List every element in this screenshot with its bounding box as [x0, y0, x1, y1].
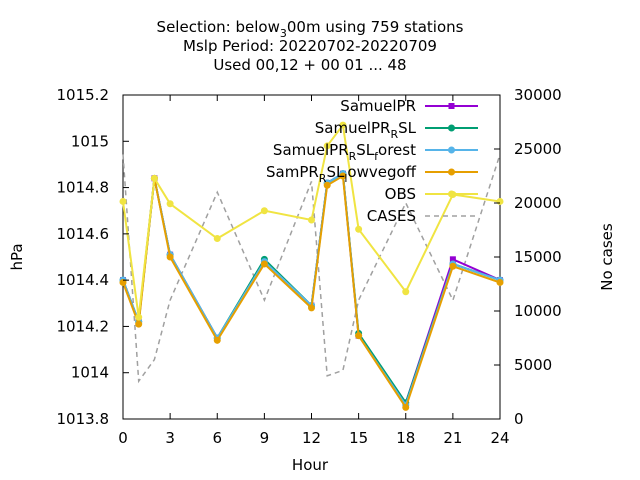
y-tick-label: 1015.2 [57, 86, 110, 104]
y-tick-label: 1014.4 [57, 271, 110, 289]
legend-label-part: SamuelPR [273, 141, 349, 159]
data-point-obs [150, 174, 158, 182]
x-axis-label: Hour [292, 456, 329, 474]
x-tick-label: 24 [490, 429, 509, 447]
data-point-sampr-r-sl-lowvegoff [166, 253, 174, 261]
y2-tick-label: 5000 [514, 356, 552, 374]
legend-marker-obs [448, 190, 455, 198]
legend-label-part: SL [356, 141, 375, 159]
legend-marker-samuelpr-r-sl [448, 124, 455, 132]
data-point-sampr-r-sl-lowvegoff [119, 278, 127, 286]
series-line-cases [122, 154, 501, 384]
data-point-obs [496, 197, 504, 205]
y2-tick-label: 0 [514, 410, 524, 428]
legend-label-part: orest [378, 141, 416, 159]
data-point-sampr-r-sl-lowvegoff [135, 320, 143, 328]
cases-series-layer [122, 154, 501, 384]
legend-label-samuelpr-r-sl-forest: SamuelPRRSLforest [273, 141, 416, 163]
title-line-3: Used 00,12 + 00 01 ... 48 [213, 56, 406, 74]
x-tick-label: 9 [260, 429, 270, 447]
series-line-samuelpr-r-sl-forest [122, 172, 501, 408]
data-point-obs [402, 288, 410, 296]
legend-label-part: R [390, 128, 398, 141]
legend-label-samuelpr-r-sl: SamuelPRRSL [315, 119, 417, 141]
data-point-obs [135, 313, 143, 321]
title-line-1-part-b: 00m using 759 stations [287, 18, 464, 36]
x-tick-label: 3 [165, 429, 175, 447]
title-line-1-sub: 3 [280, 27, 287, 40]
data-point-samuelpr [449, 256, 456, 263]
y2-tick-label: 25000 [514, 140, 562, 158]
y-tick-label: 1014 [71, 364, 109, 382]
legend-label-obs: OBS [385, 185, 416, 203]
x-tick-label: 18 [396, 429, 415, 447]
data-point-obs [323, 142, 331, 150]
data-point-obs [166, 200, 174, 208]
data-point-sampr-r-sl-lowvegoff [355, 332, 363, 340]
legend-label-part: R [319, 172, 327, 185]
x-tick-label: 6 [212, 429, 222, 447]
data-point-obs [339, 121, 347, 129]
y-tick-label: 1014.8 [57, 179, 110, 197]
legend: SamuelPRSamuelPRRSLSamuelPRRSLforestSamP… [266, 97, 478, 225]
y2-tick-label: 10000 [514, 302, 562, 320]
chart-title: Selection: below300m using 759 stations … [157, 18, 464, 74]
data-point-sampr-r-sl-lowvegoff [308, 304, 315, 312]
legend-label-part: f [374, 150, 379, 163]
legend-label-samuelpr: SamuelPR [340, 97, 416, 115]
legend-label-part: SamuelPR [315, 119, 391, 137]
data-point-sampr-r-sl-lowvegoff [213, 336, 221, 344]
x-tick-label: 0 [118, 429, 128, 447]
x-tick-label: 21 [443, 429, 462, 447]
x-tick-label: 15 [349, 429, 368, 447]
title-line-1: Selection: below300m using 759 stations [157, 18, 464, 40]
legend-marker-sampr-r-sl-lowvegoff [448, 168, 455, 176]
data-point-sampr-r-sl-lowvegoff [339, 172, 347, 180]
legend-label-part: SamuelPR [340, 97, 416, 115]
legend-label-part: SamPR [266, 163, 319, 181]
legend-marker-samuelpr-r-sl-forest [448, 146, 455, 154]
legend-label-part: owvegoff [347, 163, 416, 181]
legend-label-part: CASES [367, 207, 416, 225]
y2-axis-label: No cases [598, 223, 616, 291]
data-point-sampr-r-sl-lowvegoff [323, 181, 331, 189]
axes-layer: 0 3 6 9 12 15 18 21 24 1013.8 1014 1014.2 1014.4 1014… [57, 86, 562, 447]
legend-label-part: SL [326, 163, 345, 181]
data-point-sampr-r-sl-lowvegoff [449, 262, 457, 270]
legend-label-part: l [344, 172, 347, 185]
title-line-1-part-a: Selection: below [157, 18, 280, 36]
legend-label-sampr-r-sl-lowvegoff: SamPRRSLlowvegoff [266, 163, 417, 185]
data-point-sampr-r-sl-lowvegoff [260, 260, 268, 268]
legend-label-part: OBS [385, 185, 416, 203]
y2-tick-label: 15000 [514, 248, 562, 266]
x-tick-label: 12 [302, 429, 321, 447]
y-axis-label: hPa [8, 243, 26, 270]
data-point-sampr-r-sl-lowvegoff [496, 278, 504, 286]
y-tick-label: 1013.8 [57, 410, 110, 428]
data-point-obs [355, 225, 363, 233]
legend-label-cases: CASES [367, 207, 416, 225]
series-line-samuelpr [122, 172, 501, 406]
legend-label-part: R [349, 150, 357, 163]
data-point-obs [260, 207, 268, 215]
series-layer [119, 121, 504, 411]
y-tick-label: 1014.6 [57, 225, 110, 243]
data-point-sampr-r-sl-lowvegoff [402, 403, 410, 411]
y-tick-label: 1014.2 [57, 317, 110, 335]
y-tick-label: 1015 [71, 132, 109, 150]
legend-marker-samuelpr [448, 103, 455, 109]
y2-tick-label: 20000 [514, 194, 562, 212]
data-point-obs [119, 197, 127, 205]
data-point-obs [213, 234, 221, 242]
title-line-2: Mslp Period: 20220702-20220709 [183, 37, 437, 55]
y2-tick-label: 30000 [514, 86, 562, 104]
data-point-obs [308, 216, 315, 224]
legend-label-part: SL [398, 119, 417, 137]
